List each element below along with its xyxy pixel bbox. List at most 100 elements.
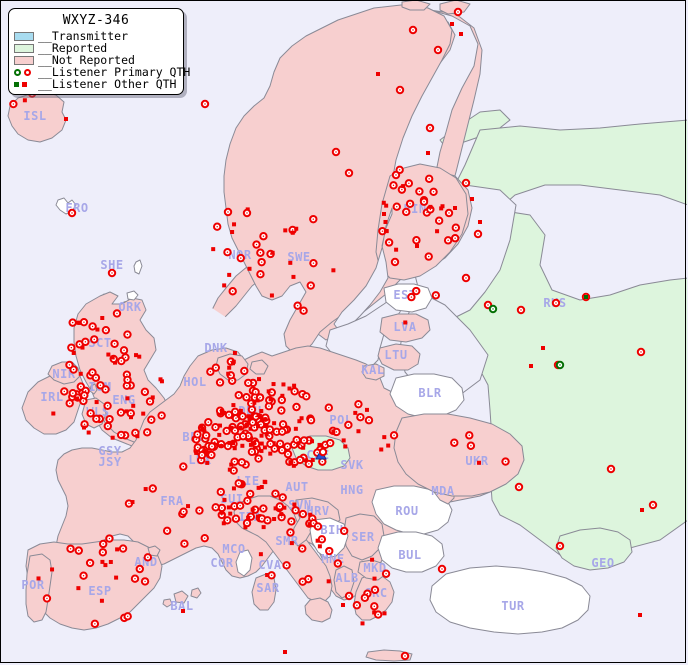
listener-other-qth-marker[interactable] <box>100 559 105 564</box>
listener-primary-qth-marker[interactable] <box>216 487 225 497</box>
listener-other-qth-marker[interactable] <box>304 458 309 463</box>
listener-other-qth-marker[interactable] <box>240 443 245 448</box>
listener-primary-qth-marker[interactable] <box>135 564 144 574</box>
listener-other-qth-marker[interactable] <box>76 320 81 325</box>
transmitter-marker[interactable] <box>315 447 328 460</box>
listener-primary-qth-marker[interactable] <box>277 395 287 405</box>
listener-primary-qth-marker[interactable] <box>197 450 207 460</box>
listener-primary-qth-marker[interactable] <box>179 462 188 471</box>
listener-primary-qth-marker[interactable] <box>437 564 447 574</box>
listener-other-qth-marker[interactable] <box>150 395 155 400</box>
listener-other-qth-marker[interactable] <box>415 244 419 248</box>
listener-primary-qth-marker[interactable] <box>453 7 463 17</box>
listener-other-qth-marker[interactable] <box>292 383 297 388</box>
listener-other-qth-marker[interactable] <box>125 396 130 401</box>
listener-primary-qth-marker[interactable] <box>299 436 309 445</box>
listener-other-qth-marker[interactable] <box>341 438 346 443</box>
listener-primary-qth-marker[interactable] <box>80 391 89 400</box>
listener-primary-qth-marker[interactable] <box>247 447 257 457</box>
listener-primary-qth-marker[interactable] <box>193 430 202 439</box>
listener-primary-qth-marker[interactable] <box>90 619 100 629</box>
listener-primary-qth-marker[interactable] <box>400 651 410 661</box>
listener-other-qth-marker[interactable] <box>301 445 306 450</box>
listener-other-qth-marker[interactable] <box>86 430 91 435</box>
listener-primary-qth-marker[interactable] <box>461 273 471 283</box>
listener-other-qth-marker[interactable] <box>356 429 361 434</box>
listener-primary-qth-marker[interactable] <box>9 99 18 109</box>
listener-other-qth-marker[interactable] <box>315 538 320 543</box>
listener-other-qth-marker[interactable] <box>383 219 388 224</box>
listener-primary-qth-marker[interactable] <box>211 363 221 372</box>
listener-other-qth-marker[interactable] <box>288 460 293 465</box>
listener-other-qth-marker[interactable] <box>246 414 251 419</box>
listener-primary-qth-marker[interactable] <box>360 593 370 602</box>
listener-primary-qth-marker[interactable] <box>234 479 243 488</box>
listener-other-qth-marker[interactable] <box>331 429 336 434</box>
listener-other-qth-marker[interactable] <box>259 441 264 446</box>
listener-other-qth-marker[interactable] <box>364 407 369 412</box>
listener-other-qth-marker[interactable] <box>386 443 391 448</box>
listener-primary-qth-marker[interactable] <box>110 339 119 348</box>
listener-other-qth-marker[interactable] <box>80 345 85 350</box>
listener-primary-qth-marker[interactable] <box>391 170 401 180</box>
listener-primary-qth-marker[interactable] <box>206 367 215 376</box>
listener-other-qth-marker[interactable] <box>259 408 264 413</box>
listener-other-qth-marker[interactable] <box>382 611 387 616</box>
listener-primary-qth-marker[interactable] <box>415 187 424 196</box>
listener-other-qth-marker[interactable] <box>384 203 389 208</box>
listener-primary-qth-marker[interactable] <box>390 257 400 267</box>
listener-other-qth-marker[interactable] <box>401 184 406 189</box>
listener-other-qth-marker[interactable] <box>76 586 81 591</box>
listener-other-qth-marker[interactable] <box>529 364 533 368</box>
listener-other-qth-marker[interactable] <box>291 463 296 468</box>
listener-other-qth-marker[interactable] <box>383 229 388 234</box>
listener-primary-qth-marker[interactable] <box>257 257 266 267</box>
listener-other-qth-marker[interactable] <box>110 435 115 440</box>
listener-other-qth-marker[interactable] <box>263 480 268 485</box>
listener-other-qth-marker[interactable] <box>229 462 234 467</box>
listener-other-qth-marker[interactable] <box>290 230 295 235</box>
listener-other-qth-marker[interactable] <box>74 396 79 401</box>
listener-other-qth-marker[interactable] <box>106 352 111 357</box>
listener-other-qth-marker[interactable] <box>450 22 454 26</box>
listener-primary-qth-marker[interactable] <box>266 439 275 449</box>
listener-other-qth-marker[interactable] <box>259 433 264 438</box>
listener-other-qth-marker[interactable] <box>478 220 482 224</box>
listener-primary-qth-marker[interactable] <box>431 291 441 300</box>
listener-other-qth-marker[interactable] <box>134 353 139 358</box>
listener-other-qth-marker[interactable] <box>331 268 336 273</box>
listener-primary-qth-marker[interactable] <box>69 365 78 374</box>
listener-other-qth-marker[interactable] <box>476 460 481 465</box>
listener-primary-qth-marker[interactable] <box>370 602 379 611</box>
listener-primary-qth-marker[interactable] <box>450 438 459 447</box>
listener-primary-qth-marker[interactable] <box>242 393 251 402</box>
listener-other-qth-marker[interactable] <box>108 559 113 564</box>
listener-primary-qth-marker[interactable] <box>433 45 443 55</box>
listener-other-qth-marker[interactable] <box>289 541 294 546</box>
listener-other-qth-marker[interactable] <box>282 505 287 510</box>
listener-other-qth-marker[interactable] <box>317 544 322 549</box>
listener-primary-qth-marker[interactable] <box>412 286 421 296</box>
listener-other-qth-marker[interactable] <box>353 410 358 415</box>
listener-primary-qth-marker[interactable] <box>207 442 217 451</box>
listener-other-qth-marker[interactable] <box>221 410 226 415</box>
listener-primary-qth-marker[interactable] <box>212 222 222 231</box>
listener-other-qth-marker[interactable] <box>270 250 275 255</box>
listener-other-qth-marker[interactable] <box>199 424 204 429</box>
listener-primary-qth-marker[interactable] <box>259 232 268 241</box>
listener-primary-qth-marker[interactable] <box>278 420 288 429</box>
listener-other-qth-marker[interactable] <box>258 552 263 557</box>
transmitter-qth-ring[interactable] <box>318 447 328 457</box>
listener-primary-qth-marker[interactable] <box>265 425 275 434</box>
listener-other-qth-marker[interactable] <box>128 415 133 420</box>
listener-primary-qth-marker[interactable] <box>236 253 245 263</box>
listener-primary-qth-marker[interactable] <box>116 430 126 440</box>
listener-other-qth-marker[interactable] <box>181 609 185 613</box>
listener-primary-qth-marker[interactable] <box>404 179 414 188</box>
listener-other-qth-marker[interactable] <box>250 507 255 512</box>
listener-primary-qth-marker[interactable] <box>235 501 245 510</box>
listener-primary-qth-marker[interactable] <box>92 414 101 423</box>
listener-other-qth-marker[interactable] <box>453 206 457 210</box>
listener-primary-qth-marker[interactable] <box>356 412 365 422</box>
listener-primary-qth-marker[interactable] <box>381 569 391 578</box>
